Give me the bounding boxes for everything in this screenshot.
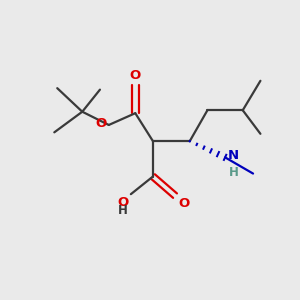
- Text: O: O: [117, 196, 128, 208]
- Text: O: O: [178, 197, 190, 210]
- Text: O: O: [95, 117, 106, 130]
- Text: O: O: [130, 69, 141, 82]
- Text: N: N: [227, 148, 239, 161]
- Text: H: H: [118, 204, 128, 217]
- Text: H: H: [228, 166, 238, 178]
